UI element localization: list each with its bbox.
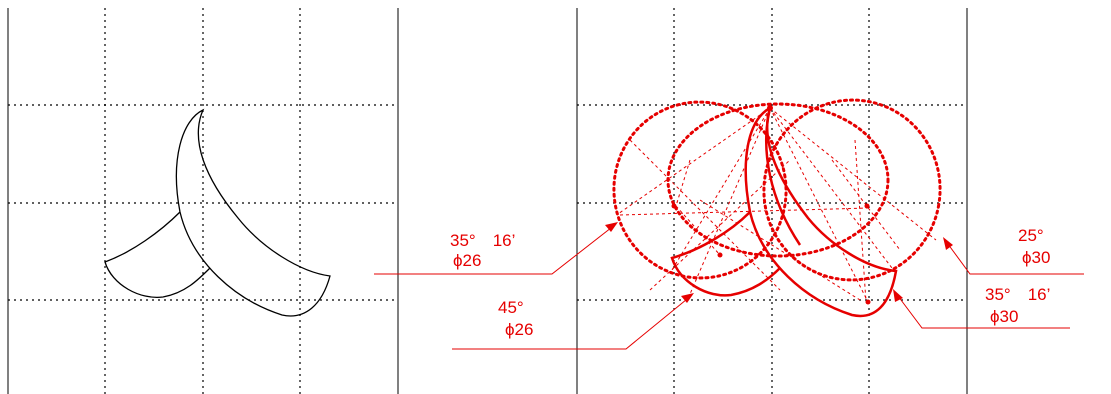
right-shape-tall-leaf [744,105,898,318]
annotation-left-upper-angle: 35° 16’ [450,231,515,250]
annotation-labels: 35° 16’ ϕ26 45° ϕ26 25° ϕ30 35° 16’ ϕ30 [450,226,1050,339]
annotation-left-upper-diameter: ϕ26 [453,251,481,270]
leader-right-lower [894,291,1070,329]
solid-curves [670,105,898,318]
leader-arrowheads [605,222,953,303]
leader-lines [374,223,1084,350]
right-panel-frame [576,8,968,394]
annotation-right-upper-angle: 25° [1018,226,1044,245]
left-shape [104,108,331,317]
annotation-right-lower-diameter: ϕ30 [990,307,1018,326]
left-ellipse [612,100,788,280]
annotation-right-lower-angle: 35° 16’ [985,285,1050,304]
right-shape-inner-curve [765,107,802,246]
leader-left-upper [374,223,617,275]
left-panel [7,8,399,394]
annotation-left-lower-angle: 45° [498,298,524,317]
annotation-right-upper-diameter: ϕ30 [1022,248,1050,267]
annotation-left-lower-diameter: ϕ26 [505,320,533,339]
left-panel-frame [7,8,399,394]
left-panel-grid [8,8,398,394]
right-shape-small-leaf [670,211,781,297]
inner-ellipse [666,102,890,258]
dotted-ellipses [612,98,942,282]
left-shape-tall-leaf [175,108,331,317]
right-panel-grid [577,8,967,394]
right-ellipse [762,98,942,282]
construction-lines [617,107,937,303]
right-panel [576,8,968,394]
leader-left-lower [452,294,693,350]
left-shape-small-leaf [104,211,211,298]
leader-right-upper [944,239,1084,275]
